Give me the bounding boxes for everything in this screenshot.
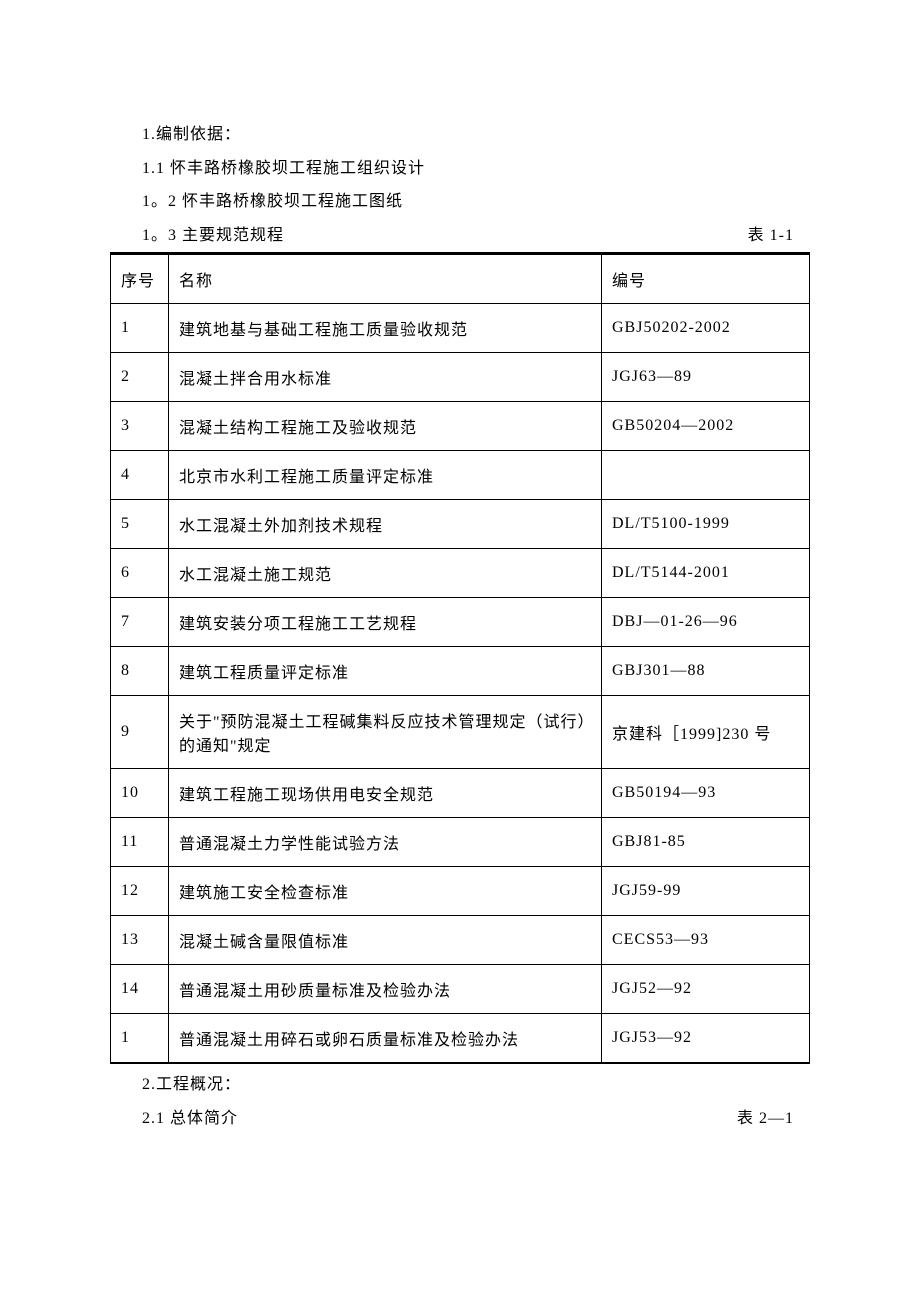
col-header-name: 名称: [169, 254, 602, 304]
cell-name: 建筑工程施工现场供用电安全规范: [169, 769, 602, 818]
cell-index: 9: [111, 696, 169, 769]
cell-name: 混凝土碱含量限值标准: [169, 916, 602, 965]
cell-name: 建筑工程质量评定标准: [169, 647, 602, 696]
table-row: 7 建筑安装分项工程施工工艺规程 DBJ—01-26—96: [111, 598, 810, 647]
cell-code: [602, 451, 810, 500]
cell-index: 1: [111, 1014, 169, 1064]
spec-table: 序号 名称 编号 1 建筑地基与基础工程施工质量验收规范 GBJ50202-20…: [110, 252, 810, 1064]
cell-name: 建筑安装分项工程施工工艺规程: [169, 598, 602, 647]
table-header-row: 序号 名称 编号: [111, 254, 810, 304]
cell-code: JGJ53—92: [602, 1014, 810, 1064]
cell-code: 京建科［1999]230 号: [602, 696, 810, 769]
cell-name: 混凝土结构工程施工及验收规范: [169, 402, 602, 451]
cell-code: JGJ63—89: [602, 353, 810, 402]
col-header-code: 编号: [602, 254, 810, 304]
cell-index: 6: [111, 549, 169, 598]
heading-1-3-row: 1。3 主要规范规程 表 1-1: [110, 219, 810, 253]
heading-1: 1.编制依据：: [110, 118, 810, 152]
cell-code: JGJ59-99: [602, 867, 810, 916]
cell-name: 普通混凝土用砂质量标准及检验办法: [169, 965, 602, 1014]
table-row: 2 混凝土拌合用水标准 JGJ63—89: [111, 353, 810, 402]
table-1-1-caption: 表 1-1: [748, 219, 810, 253]
table-2-1-caption: 表 2—1: [737, 1102, 810, 1136]
col-header-index: 序号: [111, 254, 169, 304]
cell-name: 北京市水利工程施工质量评定标准: [169, 451, 602, 500]
table-row: 11 普通混凝土力学性能试验方法 GBJ81-85: [111, 818, 810, 867]
cell-name: 水工混凝土外加剂技术规程: [169, 500, 602, 549]
cell-name: 混凝土拌合用水标准: [169, 353, 602, 402]
cell-code: GBJ81-85: [602, 818, 810, 867]
table-row: 9 关于"预防混凝土工程碱集料反应技术管理规定（试行）的通知"规定 京建科［19…: [111, 696, 810, 769]
cell-code: JGJ52—92: [602, 965, 810, 1014]
heading-2-1: 2.1 总体简介: [110, 1102, 238, 1136]
table-row: 4 北京市水利工程施工质量评定标准: [111, 451, 810, 500]
cell-code: DL/T5100-1999: [602, 500, 810, 549]
cell-index: 13: [111, 916, 169, 965]
cell-code: GBJ50202-2002: [602, 304, 810, 353]
heading-2: 2.工程概况：: [110, 1068, 810, 1102]
cell-index: 14: [111, 965, 169, 1014]
cell-name: 建筑施工安全检查标准: [169, 867, 602, 916]
cell-index: 11: [111, 818, 169, 867]
cell-name: 普通混凝土用碎石或卵石质量标准及检验办法: [169, 1014, 602, 1064]
cell-code: GB50194—93: [602, 769, 810, 818]
heading-1-3: 1。3 主要规范规程: [110, 219, 284, 253]
table-row: 8 建筑工程质量评定标准 GBJ301—88: [111, 647, 810, 696]
cell-index: 2: [111, 353, 169, 402]
table-row: 14 普通混凝土用砂质量标准及检验办法 JGJ52—92: [111, 965, 810, 1014]
cell-index: 4: [111, 451, 169, 500]
cell-index: 8: [111, 647, 169, 696]
cell-index: 1: [111, 304, 169, 353]
cell-index: 7: [111, 598, 169, 647]
cell-name: 建筑地基与基础工程施工质量验收规范: [169, 304, 602, 353]
table-row: 3 混凝土结构工程施工及验收规范 GB50204—2002: [111, 402, 810, 451]
table-row: 6 水工混凝土施工规范 DL/T5144-2001: [111, 549, 810, 598]
cell-code: GBJ301—88: [602, 647, 810, 696]
cell-index: 10: [111, 769, 169, 818]
table-row: 13 混凝土碱含量限值标准 CECS53—93: [111, 916, 810, 965]
table-row: 5 水工混凝土外加剂技术规程 DL/T5100-1999: [111, 500, 810, 549]
heading-1-1: 1.1 怀丰路桥橡胶坝工程施工组织设计: [110, 152, 810, 186]
table-row: 1 建筑地基与基础工程施工质量验收规范 GBJ50202-2002: [111, 304, 810, 353]
cell-index: 5: [111, 500, 169, 549]
cell-code: GB50204—2002: [602, 402, 810, 451]
cell-code: CECS53—93: [602, 916, 810, 965]
cell-name: 关于"预防混凝土工程碱集料反应技术管理规定（试行）的通知"规定: [169, 696, 602, 769]
cell-index: 12: [111, 867, 169, 916]
table-row: 10 建筑工程施工现场供用电安全规范 GB50194—93: [111, 769, 810, 818]
heading-2-1-row: 2.1 总体简介 表 2—1: [110, 1102, 810, 1136]
table-row: 1 普通混凝土用碎石或卵石质量标准及检验办法 JGJ53—92: [111, 1014, 810, 1064]
cell-name: 水工混凝土施工规范: [169, 549, 602, 598]
cell-name: 普通混凝土力学性能试验方法: [169, 818, 602, 867]
heading-1-2: 1。2 怀丰路桥橡胶坝工程施工图纸: [110, 185, 810, 219]
cell-code: DBJ—01-26—96: [602, 598, 810, 647]
table-row: 12 建筑施工安全检查标准 JGJ59-99: [111, 867, 810, 916]
page: 1.编制依据： 1.1 怀丰路桥橡胶坝工程施工组织设计 1。2 怀丰路桥橡胶坝工…: [0, 0, 920, 1302]
cell-code: DL/T5144-2001: [602, 549, 810, 598]
cell-index: 3: [111, 402, 169, 451]
